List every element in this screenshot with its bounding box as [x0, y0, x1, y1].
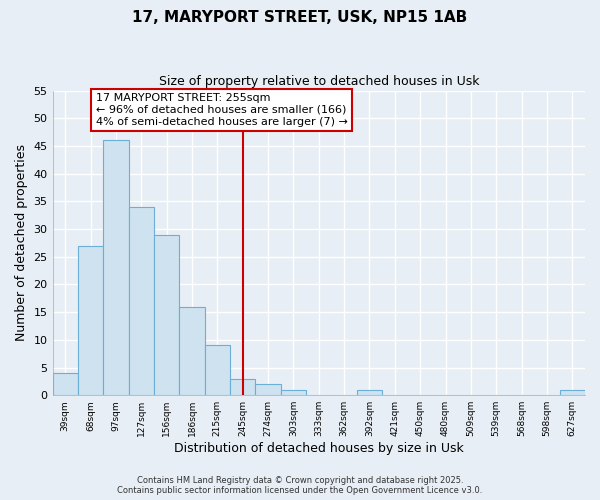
Text: Contains HM Land Registry data © Crown copyright and database right 2025.
Contai: Contains HM Land Registry data © Crown c… [118, 476, 482, 495]
Bar [560, 390, 585, 395]
Bar [230, 378, 256, 395]
Bar [154, 234, 179, 395]
Text: 17, MARYPORT STREET, USK, NP15 1AB: 17, MARYPORT STREET, USK, NP15 1AB [133, 10, 467, 25]
Y-axis label: Number of detached properties: Number of detached properties [15, 144, 28, 342]
Bar [357, 390, 382, 395]
Bar [53, 373, 78, 395]
Text: 17 MARYPORT STREET: 255sqm
← 96% of detached houses are smaller (166)
4% of semi: 17 MARYPORT STREET: 255sqm ← 96% of deta… [95, 94, 347, 126]
Bar [128, 207, 154, 395]
X-axis label: Distribution of detached houses by size in Usk: Distribution of detached houses by size … [174, 442, 464, 455]
Bar [78, 246, 103, 395]
Title: Size of property relative to detached houses in Usk: Size of property relative to detached ho… [158, 75, 479, 88]
Bar [103, 140, 128, 395]
Bar [205, 346, 230, 395]
Bar [179, 306, 205, 395]
Bar [256, 384, 281, 395]
Bar [281, 390, 306, 395]
